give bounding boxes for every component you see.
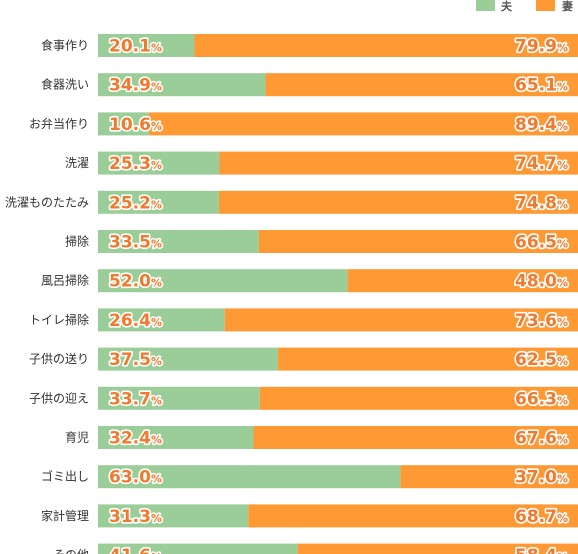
bar-wife [224, 308, 578, 332]
bar-wife [148, 112, 578, 136]
value-label-wife: 68.7% [515, 507, 568, 527]
category-label: 食事作り [41, 38, 89, 53]
value-label-wife: 66.3% [515, 389, 568, 409]
value-label-husband: 26.4% [109, 311, 162, 331]
bar-husband [98, 504, 249, 528]
bar-row: 洗濯 25.3% 74.7% [65, 151, 578, 176]
value-label-husband: 25.3% [109, 154, 162, 174]
bar-row: 食器洗い 34.9% 65.1% [41, 73, 578, 97]
bar-husband [98, 426, 254, 449]
category-label: トイレ掃除 [29, 312, 89, 327]
bar-row: 掃除 33.5% 66.5% [65, 230, 578, 254]
category-label: 洗濯ものたたみ [5, 195, 89, 209]
value-label-husband: 33.5% [109, 233, 162, 253]
bar-wife [278, 347, 578, 371]
value-label-wife: 74.8% [515, 193, 568, 213]
legend-label-husband: 夫 [501, 0, 513, 13]
value-label-wife: 37.0% [515, 468, 568, 488]
legend: 夫妻 [476, 0, 573, 13]
value-label-husband: 25.2% [109, 193, 162, 213]
bar-husband [98, 112, 149, 136]
bar-husband [98, 73, 266, 97]
value-label-wife: 79.9% [515, 37, 568, 57]
category-label: 掃除 [65, 234, 89, 249]
bar-row: ゴミ出し 63.0% 37.0% [41, 465, 578, 489]
value-label-wife: 62.5% [515, 350, 568, 370]
value-label-husband: 33.7% [109, 389, 162, 409]
category-label: 洗濯 [65, 156, 89, 170]
legend-swatch-wife [536, 0, 555, 11]
value-label-husband: 31.3% [109, 507, 162, 527]
bar-wife [218, 190, 578, 214]
value-label-husband: 32.4% [109, 429, 162, 449]
legend-label-wife: 妻 [562, 0, 573, 13]
category-label: お弁当作り [29, 116, 89, 131]
bar-wife [253, 426, 578, 449]
value-label-wife: 74.7% [515, 154, 568, 174]
bar-husband [98, 34, 195, 57]
category-label: 風呂掃除 [41, 273, 89, 288]
bar-row: お弁当作り 10.6% 89.4% [29, 112, 578, 136]
bar-husband [98, 230, 259, 253]
bar-wife [259, 386, 578, 410]
bar-husband [98, 269, 348, 293]
bar-row: トイレ掃除 26.4% 73.6% [29, 308, 578, 332]
value-label-husband: 20.1% [109, 37, 162, 57]
bar-husband [98, 543, 298, 554]
bar-wife [265, 73, 578, 97]
value-label-husband: 52.0% [109, 272, 162, 292]
bar-husband [98, 386, 260, 410]
bar-row: その他 41.6% 58.4% [53, 543, 578, 554]
bar-row: 家計管理 31.3% 68.7% [41, 504, 578, 529]
value-label-husband: 37.5% [109, 350, 162, 370]
bar-husband [98, 465, 401, 489]
value-label-wife: 48.0% [515, 272, 568, 292]
bar-row: 育児 32.4% 67.6% [65, 426, 578, 450]
bar-row: 風呂掃除 52.0% 48.0% [41, 269, 578, 293]
value-label-wife: 67.6% [515, 429, 568, 449]
value-label-wife: 58.4% [515, 546, 568, 554]
category-label: ゴミ出し [41, 469, 89, 484]
value-label-wife: 89.4% [515, 115, 568, 135]
value-label-wife: 66.5% [515, 233, 568, 253]
bar-wife [219, 151, 578, 175]
category-label: 育児 [65, 430, 89, 445]
value-label-husband: 34.9% [109, 76, 162, 96]
bar-wife [258, 230, 578, 253]
category-label: その他 [53, 548, 89, 554]
bar-wife [248, 504, 578, 528]
bar-husband [98, 347, 278, 371]
chart-rows: 食事作り 20.1% 79.9% 食器洗い 34.9% 65.1% お弁当作り 10.6% 89… [5, 34, 578, 554]
bar-row: 子供の送り 37.5% 62.5% [29, 347, 578, 372]
value-label-wife: 65.1% [515, 76, 568, 96]
value-label-husband: 63.0% [109, 468, 162, 488]
bar-wife [347, 269, 578, 293]
value-label-husband: 41.6% [109, 546, 162, 554]
category-label: 子供の送り [29, 351, 89, 366]
bar-wife [194, 34, 578, 57]
bar-wife [400, 465, 578, 489]
category-label: 子供の迎え [29, 391, 89, 405]
bar-husband [98, 190, 219, 214]
bar-row: 食事作り 20.1% 79.9% [41, 34, 578, 58]
bar-husband [98, 151, 220, 175]
bar-wife [297, 543, 578, 554]
bar-row: 子供の迎え 33.7% 66.3% [29, 386, 578, 411]
category-label: 家計管理 [41, 508, 89, 523]
legend-swatch-husband [476, 0, 495, 11]
value-label-husband: 10.6% [109, 115, 162, 135]
bar-row: 洗濯ものたたみ 25.2% 74.8% [5, 190, 578, 215]
value-label-wife: 73.6% [515, 311, 568, 331]
bar-husband [98, 308, 225, 332]
category-label: 食器洗い [41, 77, 89, 92]
